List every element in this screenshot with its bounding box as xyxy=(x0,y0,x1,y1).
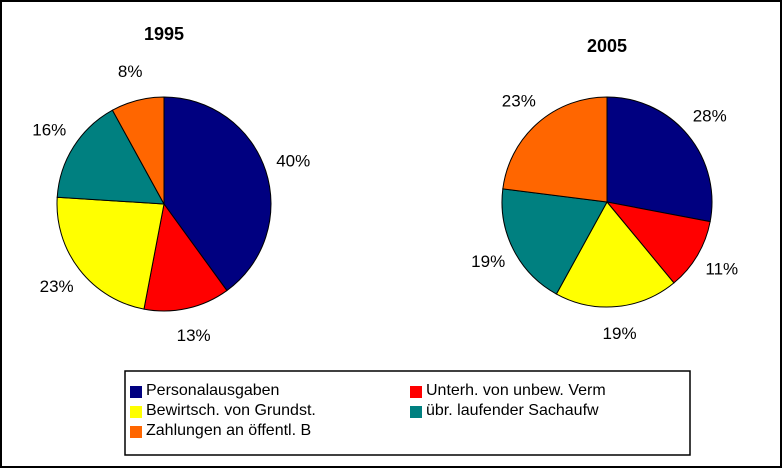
chart-title: 1995 xyxy=(144,24,184,44)
value-label: 13% xyxy=(177,326,211,345)
legend-label: Personalausgaben xyxy=(146,382,279,399)
pie-slice xyxy=(555,201,675,308)
legend-label: Unterh. von unbew. Verm xyxy=(426,382,606,399)
pie-slice xyxy=(502,96,608,203)
value-label: 19% xyxy=(603,324,637,343)
pie-slice xyxy=(163,96,272,292)
pie-slice xyxy=(606,96,713,223)
pie-slice xyxy=(143,202,228,312)
value-label: 28% xyxy=(693,106,727,125)
legend-swatch xyxy=(410,386,422,398)
legend-label: Zahlungen an öffentl. B xyxy=(146,422,311,439)
value-label: 19% xyxy=(471,252,505,271)
value-label: 23% xyxy=(502,91,536,110)
legend-swatch xyxy=(130,406,142,418)
legend-label: Bewirtsch. von Grundst. xyxy=(146,402,316,419)
value-label: 8% xyxy=(118,62,143,81)
legend-box xyxy=(124,370,691,456)
pie-slice xyxy=(605,201,711,284)
pie-slice xyxy=(111,96,165,205)
value-label: 11% xyxy=(705,259,738,278)
legend-label: übr. laufender Sachaufw xyxy=(426,402,599,419)
pie-slice xyxy=(501,188,608,295)
pie-slice xyxy=(56,196,165,310)
legend-swatch xyxy=(130,386,142,398)
legend-swatch xyxy=(410,406,422,418)
value-label: 16% xyxy=(32,121,66,140)
chart-title: 2005 xyxy=(587,36,627,56)
legend-swatch xyxy=(130,426,142,438)
pie-slice xyxy=(56,109,165,205)
value-label: 40% xyxy=(276,151,310,170)
value-label: 23% xyxy=(40,277,74,296)
